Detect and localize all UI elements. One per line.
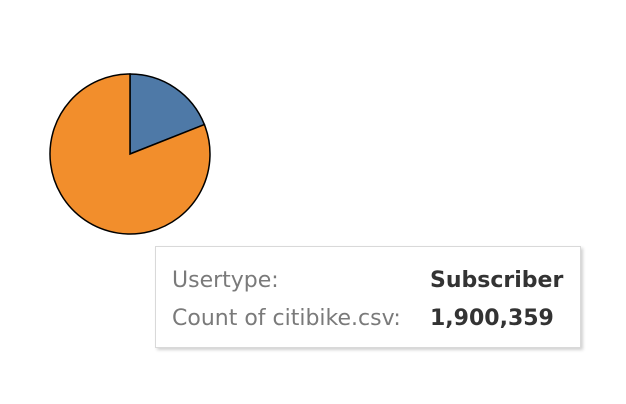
tooltip-label-count: Count of citibike.csv: bbox=[172, 306, 401, 331]
tooltip-row-count: Count of citibike.csv: 1,900,359 bbox=[172, 303, 560, 335]
tooltip: Usertype: Subscriber Count of citibike.c… bbox=[155, 246, 581, 348]
pie-slice-subscriber[interactable] bbox=[49, 73, 211, 235]
tooltip-value-usertype: Subscriber bbox=[430, 268, 564, 293]
tooltip-label-usertype: Usertype: bbox=[172, 268, 279, 293]
tooltip-row-usertype: Usertype: Subscriber bbox=[172, 265, 564, 297]
pie-slice-other[interactable] bbox=[129, 73, 206, 156]
tooltip-value-count: 1,900,359 bbox=[430, 306, 554, 331]
